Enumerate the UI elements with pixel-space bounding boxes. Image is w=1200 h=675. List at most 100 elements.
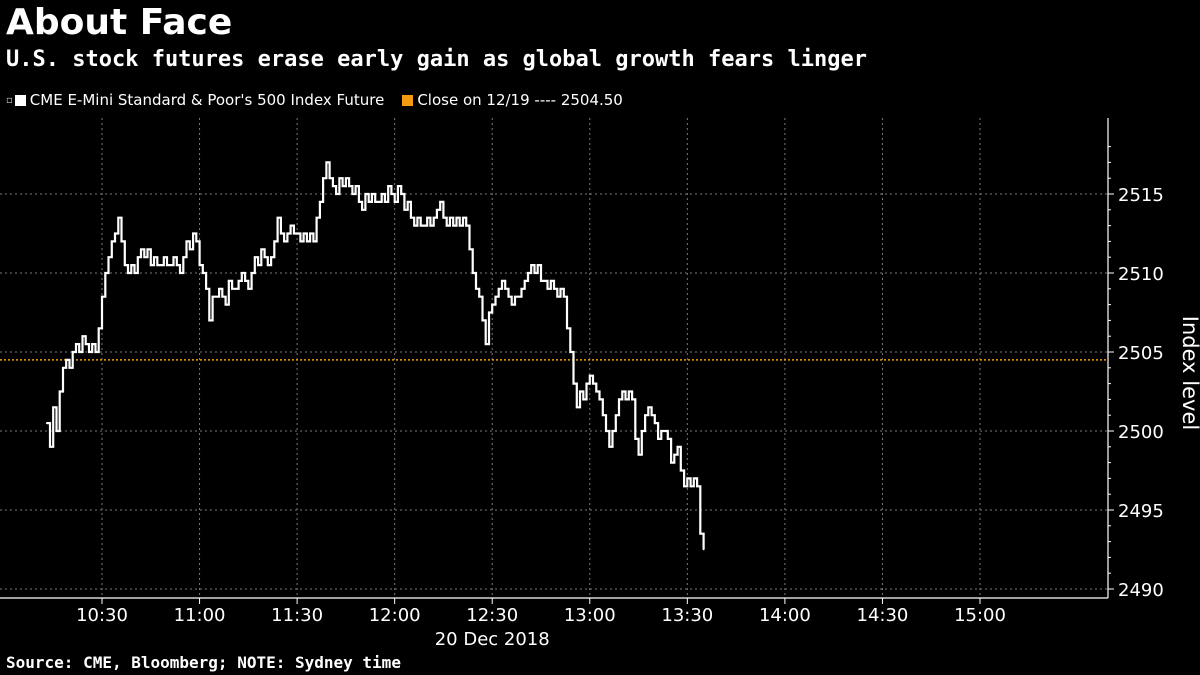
data-point [244, 280, 246, 282]
data-point [322, 177, 324, 179]
data-point [683, 485, 685, 488]
data-point [231, 288, 233, 290]
data-point [673, 453, 676, 456]
data-point [598, 398, 601, 401]
x-tick-label: 10:30 [76, 605, 128, 626]
data-point [647, 406, 650, 409]
data-point [172, 256, 175, 259]
data-point [481, 319, 484, 322]
data-point [250, 272, 253, 274]
data-point [130, 264, 133, 266]
legend-item-series: ▫ CME E-Mini Standard & Poor's 500 Index… [6, 91, 384, 109]
y-tick-label: 2510 [1118, 264, 1164, 285]
data-point [569, 351, 572, 353]
data-point [224, 303, 227, 306]
data-point [159, 264, 162, 266]
legend: ▫ CME E-Mini Standard & Poor's 500 Index… [6, 91, 641, 109]
data-point [624, 398, 627, 401]
data-point [276, 216, 279, 219]
y-axis-label: Index level [1178, 316, 1200, 430]
data-point [123, 264, 126, 266]
data-point [663, 430, 666, 432]
tick-labels: 2490 2495 2500 2505 2510 2515 10:30 11:00 11:30 1… [76, 185, 1164, 626]
data-point [162, 256, 165, 259]
data-point [390, 193, 393, 195]
data-point [260, 248, 263, 251]
data-point [471, 272, 474, 274]
data-point [543, 280, 546, 282]
data-point [465, 224, 468, 227]
data-point [45, 422, 48, 424]
data-point [296, 232, 298, 235]
data-point [546, 288, 549, 290]
data-point [361, 209, 363, 211]
data-point [280, 232, 282, 235]
data-point [348, 185, 350, 187]
data-point [436, 209, 438, 211]
data-point [120, 240, 123, 243]
series-line [46, 161, 705, 550]
data-point [397, 185, 399, 187]
data-point [566, 327, 568, 330]
data-point [179, 272, 181, 274]
data-point [104, 272, 107, 274]
data-point [354, 185, 357, 187]
data-point [75, 343, 77, 345]
data-point [501, 280, 503, 282]
data-point [257, 264, 259, 266]
data-point [614, 414, 617, 417]
data-point [670, 461, 672, 464]
data-point [556, 295, 559, 298]
data-point [175, 264, 178, 266]
data-point [696, 485, 698, 488]
legend-swatch-close [402, 94, 414, 106]
data-point [293, 232, 295, 235]
data-point [153, 256, 155, 259]
data-point [283, 240, 285, 243]
data-point [416, 216, 419, 219]
data-point [419, 224, 422, 227]
data-point [202, 272, 204, 274]
x-tick-label: 14:00 [759, 605, 811, 626]
data-point [523, 280, 526, 282]
data-point [143, 256, 146, 259]
data-point [367, 201, 370, 203]
data-point [192, 232, 194, 235]
legend-item-close: Close on 12/19 ---- 2504.50 [402, 91, 623, 109]
data-point [588, 374, 591, 377]
data-point [218, 288, 220, 290]
data-point [507, 295, 510, 298]
data-point [169, 264, 172, 266]
data-point [78, 351, 81, 353]
data-point [491, 303, 494, 306]
data-point [660, 430, 663, 432]
data-point [462, 216, 464, 219]
data-point [504, 288, 507, 290]
data-point [332, 185, 334, 187]
data-point [384, 201, 386, 203]
data-point [221, 295, 224, 298]
data-point [559, 288, 562, 290]
axes [0, 118, 1114, 604]
data-point [517, 295, 520, 298]
data-point [88, 351, 90, 353]
data-point [270, 256, 272, 259]
data-point [306, 240, 308, 243]
data-point [107, 256, 110, 259]
data-point [549, 280, 552, 282]
data-point [189, 248, 191, 251]
data-point [585, 382, 588, 385]
data-point [553, 288, 555, 290]
data-point [377, 201, 380, 203]
data-point [328, 177, 331, 179]
data-point [315, 216, 318, 219]
data-point [527, 272, 529, 274]
x-tick-label: 15:00 [954, 605, 1006, 626]
x-tick-label: 14:30 [857, 605, 909, 626]
data-point [289, 224, 292, 227]
data-point [110, 240, 113, 243]
data-point [579, 390, 581, 393]
data-point [166, 264, 168, 266]
data-point [156, 264, 159, 266]
